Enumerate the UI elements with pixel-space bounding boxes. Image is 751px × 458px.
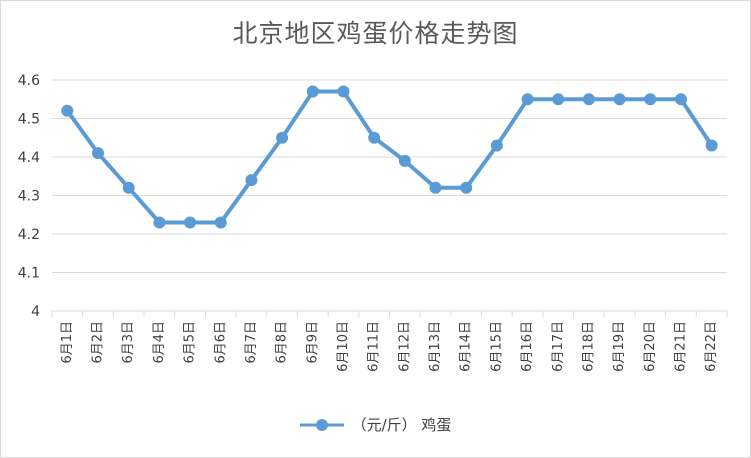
data-point — [429, 181, 442, 194]
data-point — [184, 216, 197, 229]
x-tick-label: 6月17日 — [551, 321, 566, 372]
data-point — [521, 93, 534, 106]
series-line — [65, 89, 714, 225]
y-axis-ticks: 4 4.1 4.2 4.3 4.4 4.5 4.6 — [18, 73, 40, 320]
x-tick-label: 6月5日 — [183, 321, 198, 364]
gridlines — [51, 79, 728, 317]
data-point — [490, 139, 503, 152]
x-tick-label: 6月10日 — [336, 321, 351, 372]
x-tick-label: 6月18日 — [581, 321, 596, 372]
data-point — [613, 93, 626, 106]
data-point — [674, 93, 687, 106]
data-point — [552, 93, 565, 106]
data-point — [245, 174, 258, 187]
x-tick-label: 6月9日 — [305, 321, 320, 364]
x-tick-label: 6月2日 — [91, 321, 106, 364]
legend-label: （元/斤） 鸡蛋 — [351, 416, 452, 434]
data-point — [460, 181, 473, 194]
x-tick-label: 6月8日 — [275, 321, 290, 364]
legend-marker — [299, 418, 344, 431]
y-tick-label: 4.2 — [18, 227, 40, 243]
data-point — [92, 147, 105, 160]
data-point — [153, 216, 166, 229]
data-point — [368, 131, 381, 144]
data-point — [61, 104, 74, 117]
x-tick-label: 6月14日 — [459, 321, 474, 372]
x-tick-label: 6月19日 — [612, 321, 627, 372]
y-tick-label: 4.6 — [18, 73, 40, 89]
y-tick-label: 4 — [31, 304, 40, 320]
data-point — [214, 216, 227, 229]
data-point — [582, 93, 595, 106]
x-tick-label: 6月7日 — [244, 321, 259, 364]
x-tick-label: 6月16日 — [520, 321, 535, 372]
x-tick-label: 6月22日 — [704, 321, 719, 372]
data-point — [398, 154, 411, 167]
data-point — [276, 131, 289, 144]
x-tick-label: 6月13日 — [428, 321, 443, 372]
data-point — [306, 85, 319, 98]
x-tick-label: 6月11日 — [367, 321, 382, 372]
y-tick-label: 4.4 — [18, 150, 40, 166]
y-tick-label: 4.3 — [18, 189, 40, 205]
data-point — [705, 139, 718, 152]
x-tick-label: 6月3日 — [121, 321, 136, 364]
x-tick-label: 6月1日 — [60, 321, 75, 364]
x-tick-label: 6月15日 — [489, 321, 504, 372]
data-point — [122, 181, 135, 194]
series-layer — [61, 85, 718, 229]
x-tick-label: 6月20日 — [643, 321, 658, 372]
legend: （元/斤） 鸡蛋 — [0, 414, 751, 435]
y-tick-label: 4.1 — [18, 266, 40, 282]
x-axis-ticks: 6月1日 6月2日 6月3日 6月4日 6月5日 6月6日 6月7日 6月8日 6月9日 6月10… — [60, 321, 719, 372]
x-tick-label: 6月6日 — [213, 321, 228, 364]
data-point — [644, 93, 657, 106]
y-tick-label: 4.5 — [18, 112, 40, 128]
x-tick-label: 6月21日 — [673, 321, 688, 372]
data-point — [337, 85, 350, 98]
x-tick-label: 6月12日 — [397, 321, 412, 372]
x-tick-label: 6月4日 — [152, 321, 167, 364]
chart-title: 北京地区鸡蛋价格走势图 — [232, 19, 519, 48]
